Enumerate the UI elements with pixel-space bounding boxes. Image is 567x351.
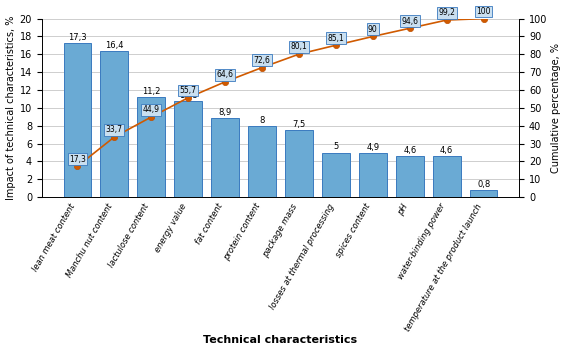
Text: 80,1: 80,1 — [291, 42, 307, 52]
Text: 16,4: 16,4 — [105, 41, 124, 50]
Bar — [285, 130, 313, 197]
Bar — [211, 118, 239, 197]
Bar — [100, 51, 128, 197]
Text: 8,9: 8,9 — [218, 108, 232, 117]
Text: 90: 90 — [368, 25, 378, 34]
Text: 5: 5 — [333, 143, 338, 152]
Y-axis label: Impact of technical characteristics, %: Impact of technical characteristics, % — [6, 16, 15, 200]
Bar — [359, 153, 387, 197]
Text: 100: 100 — [476, 7, 491, 16]
Text: 85,1: 85,1 — [328, 34, 344, 42]
Text: 7,5: 7,5 — [293, 120, 306, 129]
Text: 64,6: 64,6 — [217, 70, 234, 79]
Bar — [248, 126, 276, 197]
Text: 33,7: 33,7 — [106, 125, 123, 134]
Text: 72,6: 72,6 — [253, 56, 270, 65]
X-axis label: Technical characteristics: Technical characteristics — [204, 336, 358, 345]
Bar — [470, 190, 497, 197]
Text: 99,2: 99,2 — [438, 8, 455, 17]
Y-axis label: Cumulative percentage, %: Cumulative percentage, % — [552, 43, 561, 173]
Bar — [137, 97, 165, 197]
Text: 17,3: 17,3 — [69, 155, 86, 164]
Text: 11,2: 11,2 — [142, 87, 160, 96]
Text: 4,6: 4,6 — [403, 146, 416, 155]
Bar — [322, 153, 350, 197]
Text: 10,8: 10,8 — [179, 91, 197, 100]
Text: 4,9: 4,9 — [366, 143, 379, 152]
Text: 4,6: 4,6 — [440, 146, 454, 155]
Bar — [64, 43, 91, 197]
Text: 8: 8 — [259, 116, 265, 125]
Text: 0,8: 0,8 — [477, 180, 490, 189]
Bar — [433, 156, 460, 197]
Bar — [396, 156, 424, 197]
Text: 55,7: 55,7 — [180, 86, 197, 95]
Text: 94,6: 94,6 — [401, 16, 418, 26]
Bar — [174, 101, 202, 197]
Text: 44,9: 44,9 — [143, 105, 160, 114]
Text: 17,3: 17,3 — [68, 33, 87, 42]
